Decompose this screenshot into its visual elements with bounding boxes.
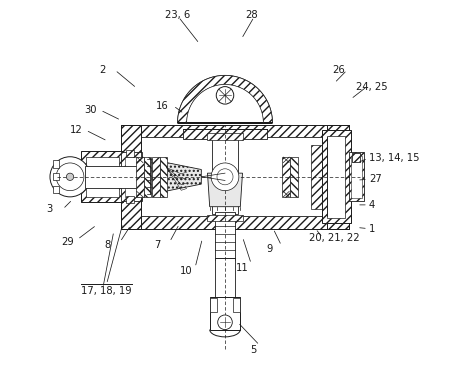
Circle shape: [218, 315, 232, 329]
Bar: [282, 157, 289, 197]
Bar: [207, 134, 243, 140]
Text: 13, 14, 15: 13, 14, 15: [369, 153, 419, 163]
Text: 5: 5: [251, 345, 257, 355]
Text: 28: 28: [245, 10, 258, 19]
Text: 7: 7: [154, 240, 160, 250]
Bar: [121, 152, 142, 201]
Circle shape: [50, 157, 90, 197]
Text: 10: 10: [180, 266, 192, 276]
Bar: [86, 157, 118, 197]
Text: 3: 3: [46, 204, 53, 214]
Bar: [135, 157, 144, 197]
Text: 20, 21, 22: 20, 21, 22: [309, 234, 360, 243]
Bar: [207, 215, 243, 221]
Polygon shape: [178, 75, 272, 123]
Bar: [327, 125, 349, 229]
Polygon shape: [187, 85, 263, 123]
Bar: [351, 156, 362, 198]
Bar: [183, 129, 267, 139]
Bar: [121, 125, 141, 229]
Text: 16: 16: [156, 101, 168, 111]
Bar: [212, 138, 238, 214]
Bar: [121, 216, 349, 229]
Bar: [144, 157, 151, 197]
Text: 27: 27: [369, 174, 382, 184]
Polygon shape: [150, 159, 201, 194]
Text: 8: 8: [104, 240, 110, 250]
Bar: [327, 135, 345, 218]
Bar: [85, 166, 154, 188]
Bar: [126, 197, 134, 203]
Text: 23, 6: 23, 6: [165, 10, 190, 19]
Bar: [351, 153, 360, 162]
Bar: [53, 173, 59, 180]
Bar: [152, 157, 160, 197]
Circle shape: [211, 163, 239, 191]
Bar: [121, 125, 349, 137]
Text: 1: 1: [369, 224, 375, 234]
Text: 12: 12: [70, 125, 83, 135]
Polygon shape: [207, 173, 243, 207]
Bar: [53, 160, 59, 168]
Bar: [81, 151, 123, 202]
Circle shape: [67, 173, 74, 180]
Text: 17, 18, 19: 17, 18, 19: [81, 286, 131, 296]
Polygon shape: [178, 75, 272, 123]
Text: 30: 30: [85, 105, 97, 115]
Bar: [290, 157, 298, 197]
Bar: [310, 145, 322, 209]
Bar: [210, 298, 217, 313]
Bar: [215, 258, 235, 298]
Text: 26: 26: [333, 65, 345, 75]
Text: 4: 4: [369, 200, 375, 210]
Bar: [141, 137, 327, 216]
Circle shape: [217, 169, 233, 185]
Text: 11: 11: [236, 262, 249, 273]
Bar: [349, 152, 364, 201]
Circle shape: [216, 87, 234, 104]
Text: 2: 2: [99, 65, 106, 75]
Bar: [322, 130, 351, 223]
Bar: [233, 298, 240, 313]
Text: 9: 9: [266, 244, 273, 254]
Bar: [126, 150, 134, 157]
Bar: [351, 153, 360, 162]
Text: 29: 29: [61, 237, 74, 247]
Bar: [161, 157, 167, 197]
Bar: [215, 212, 235, 259]
Bar: [53, 186, 59, 193]
Text: 24, 25: 24, 25: [356, 82, 388, 93]
Bar: [210, 297, 240, 329]
Circle shape: [56, 163, 84, 191]
Bar: [125, 157, 140, 197]
